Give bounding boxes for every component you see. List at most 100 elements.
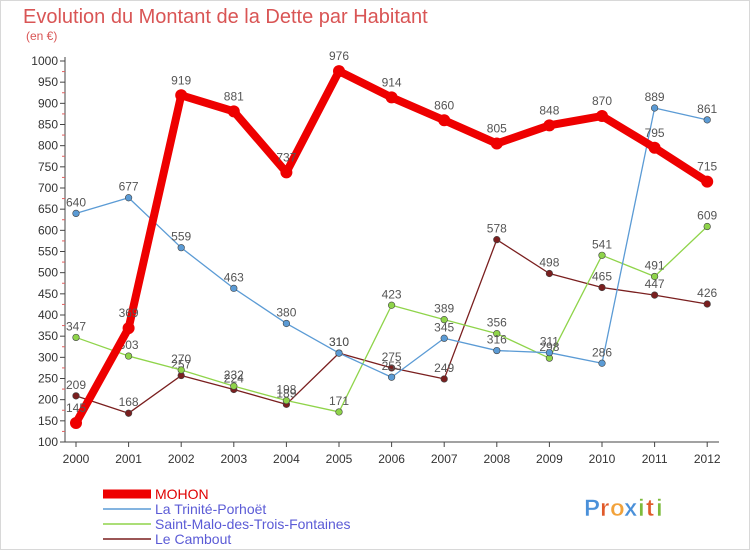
data-point — [493, 236, 501, 244]
data-label: 369 — [119, 306, 139, 320]
logo-letter: t — [646, 495, 654, 522]
data-label: 447 — [645, 277, 665, 291]
data-point — [493, 346, 501, 355]
data-label: 498 — [539, 256, 559, 270]
y-tick-label: 450 — [38, 287, 58, 301]
y-tick-label: 650 — [38, 202, 58, 216]
y-tick-label: 300 — [38, 350, 58, 364]
data-label: 270 — [171, 352, 191, 366]
y-tick-label: 800 — [38, 139, 58, 153]
y-tick-label: 600 — [38, 223, 58, 237]
x-tick-label: 2010 — [589, 452, 616, 466]
y-tick-label: 250 — [38, 372, 58, 386]
data-label: 257 — [171, 358, 191, 372]
data-point — [72, 333, 80, 342]
y-tick-label: 700 — [38, 181, 58, 195]
data-label: 347 — [66, 319, 86, 333]
data-label: 209 — [66, 378, 86, 392]
axes: 100 150 200 250 300 350 400 450 500 550 600 650 700 7… — [31, 54, 721, 466]
series-0: 145 369 919 881 737 976 914 860 805 848 870 795 715 — [66, 49, 718, 429]
data-label: 677 — [119, 180, 139, 194]
y-tick-label: 1000 — [31, 54, 58, 68]
data-label: 423 — [382, 287, 402, 301]
x-tick-label: 2005 — [326, 452, 353, 466]
logo-letter: o — [610, 495, 625, 522]
data-point — [122, 322, 135, 335]
y-tick-label: 150 — [38, 414, 58, 428]
data-label: 168 — [119, 395, 139, 409]
data-point — [701, 175, 714, 188]
data-label: 275 — [382, 350, 402, 364]
data-label: 286 — [592, 345, 612, 359]
data-label: 805 — [487, 122, 507, 136]
data-label: 380 — [276, 305, 296, 319]
x-tick-label: 2003 — [220, 452, 247, 466]
data-label: 356 — [487, 316, 507, 330]
data-point — [388, 364, 396, 372]
data-point — [177, 244, 185, 252]
data-point — [385, 91, 398, 104]
data-label: 426 — [697, 286, 717, 300]
data-point — [282, 319, 291, 328]
data-point — [175, 89, 188, 102]
data-point — [545, 349, 554, 357]
series-layer: 209 168 257 224 189 310 275 249 578 498 465 447 426 3… — [66, 49, 718, 429]
data-label: 848 — [539, 103, 559, 117]
x-tick-label: 2008 — [483, 452, 510, 466]
y-tick-label: 950 — [38, 75, 58, 89]
data-point — [124, 352, 133, 360]
data-point — [543, 119, 556, 132]
data-label: 578 — [487, 222, 507, 236]
data-point — [230, 382, 238, 390]
data-label: 145 — [66, 401, 86, 415]
y-tick-label: 850 — [38, 118, 58, 132]
data-label: 541 — [592, 237, 612, 251]
data-label: 345 — [434, 320, 454, 334]
y-tick-label: 900 — [38, 96, 58, 110]
data-point — [230, 284, 238, 292]
y-tick-label: 400 — [38, 308, 58, 322]
x-tick-label: 2002 — [168, 452, 195, 466]
data-label: 914 — [382, 75, 402, 89]
x-tick-label: 2011 — [642, 452, 668, 466]
data-label: 232 — [224, 368, 244, 382]
data-point — [440, 334, 448, 342]
logo-letter: x — [624, 495, 638, 522]
data-label: 559 — [171, 230, 191, 244]
data-label: 715 — [697, 160, 717, 174]
data-point — [545, 269, 554, 278]
data-point — [177, 366, 185, 374]
chart-subtitle: (en €) — [26, 29, 57, 43]
x-tick-label: 2004 — [273, 452, 300, 466]
x-tick-label: 2000 — [63, 452, 90, 466]
data-label: 249 — [434, 361, 454, 375]
data-label: 491 — [645, 258, 665, 272]
data-label: 889 — [645, 90, 665, 104]
data-point — [440, 316, 448, 324]
data-point — [335, 408, 343, 416]
x-tick-label: 2009 — [536, 452, 563, 466]
data-label: 310 — [329, 335, 349, 349]
data-label: 737 — [276, 150, 296, 164]
data-label: 860 — [434, 98, 454, 112]
data-point — [335, 349, 343, 357]
data-point — [703, 300, 711, 308]
data-label: 976 — [329, 49, 349, 63]
data-label: 189 — [276, 386, 296, 400]
data-point — [388, 373, 396, 381]
data-point — [438, 114, 451, 127]
data-label: 311 — [540, 335, 559, 349]
data-label: 881 — [224, 89, 244, 103]
series-line — [75, 238, 708, 414]
data-label: 171 — [329, 394, 349, 408]
data-point — [333, 65, 345, 78]
y-tick-label: 500 — [38, 266, 58, 280]
data-point — [70, 416, 82, 429]
series-line — [75, 225, 708, 413]
data-point — [650, 104, 659, 112]
data-point — [72, 392, 80, 400]
y-tick-label: 550 — [38, 245, 58, 259]
